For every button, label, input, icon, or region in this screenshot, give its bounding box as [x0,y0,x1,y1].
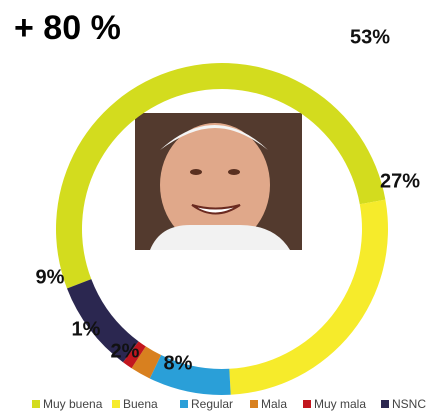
donut-segment [229,199,389,395]
donut-segment [149,355,231,395]
legend-label: Regular [191,397,233,411]
legend-label: Muy mala [314,397,366,411]
donut-segment [131,346,162,379]
legend-swatch [180,400,188,408]
donut-segment [67,279,139,363]
data-label: 9% [36,266,65,288]
data-label: 2% [111,340,140,362]
legend-swatch [250,400,258,408]
data-label: 27% [380,170,420,192]
legend-label: NSNC [392,397,426,411]
data-label: 1% [72,318,101,340]
data-label: 8% [164,352,193,374]
data-label: 53% [350,26,390,48]
legend-swatch [112,400,120,408]
legend-label: Mala [261,397,287,411]
legend-swatch [381,400,389,408]
chart-title: + 80 % [14,9,121,47]
legend-label: Muy buena [43,397,103,411]
center-photo [135,113,302,250]
legend-swatch [32,400,40,408]
legend-swatch [303,400,311,408]
donut-segment [123,341,146,369]
legend-label: Buena [123,397,158,411]
